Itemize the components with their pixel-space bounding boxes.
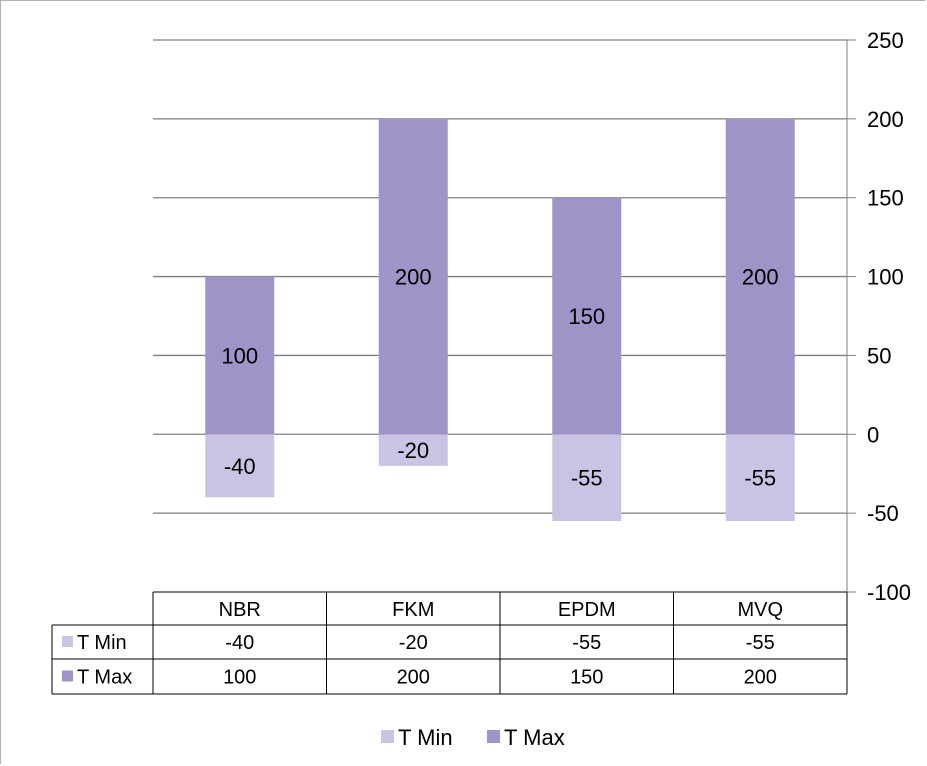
x-category-label: MVQ [737, 599, 783, 621]
table-cell: 200 [397, 667, 430, 689]
legend-swatch [487, 730, 500, 743]
bar-t-min [552, 434, 622, 522]
table-cell: -20 [399, 632, 428, 654]
y-tick-label: 200 [867, 107, 904, 132]
table-legend-key [62, 636, 73, 647]
table-cell: 200 [744, 667, 777, 689]
legend-label: T Min [398, 725, 453, 750]
table-cell: -55 [572, 632, 601, 654]
data-label: -20 [397, 438, 429, 463]
y-tick-label: 0 [867, 422, 879, 447]
table-cell: -40 [225, 632, 254, 654]
bar-t-max [205, 276, 275, 435]
table-cell: 150 [570, 667, 603, 689]
data-label: 150 [568, 304, 605, 329]
x-category-label: FKM [392, 599, 434, 621]
data-label: -40 [224, 454, 256, 479]
x-category-label: NBR [219, 599, 261, 621]
data-label: -55 [571, 466, 603, 491]
y-tick-label: 250 [867, 28, 904, 53]
table-row-header: T Min [77, 632, 127, 654]
bar-t-max [378, 118, 448, 435]
bar-t-max [725, 118, 795, 435]
y-tick-label: -50 [867, 501, 899, 526]
y-axis: -100 -50 0 50 100 150 200 250 [846, 28, 911, 605]
y-tick-label: 50 [867, 343, 891, 368]
table-row-header: T Max [77, 667, 132, 689]
data-label: 200 [742, 265, 779, 290]
data-table: NBR FKM EPDM MVQ T Min -40 -20 -55 -55 T Max 100 20… [51, 591, 848, 695]
y-tick-label: -100 [867, 580, 911, 605]
table-cell: -55 [746, 632, 775, 654]
x-category-label: EPDM [558, 599, 616, 621]
data-labels: -40 100 -20 200 -55 150 -55 200 [221, 265, 778, 491]
table-cell: 100 [223, 667, 256, 689]
table-legend-key [62, 670, 73, 682]
legend-label: T Max [504, 725, 565, 750]
bar-t-max [552, 197, 622, 435]
data-label: 200 [395, 265, 432, 290]
bar-t-min [205, 434, 275, 498]
y-tick-label: 150 [867, 186, 904, 211]
data-label: -55 [744, 466, 776, 491]
legend-swatch [381, 730, 394, 743]
bar-t-min [378, 434, 448, 466]
legend: T Min T Max [381, 725, 565, 750]
y-tick-label: 100 [867, 265, 904, 290]
bars [205, 118, 795, 522]
bar-t-min [725, 434, 795, 522]
data-label: 100 [221, 343, 258, 368]
